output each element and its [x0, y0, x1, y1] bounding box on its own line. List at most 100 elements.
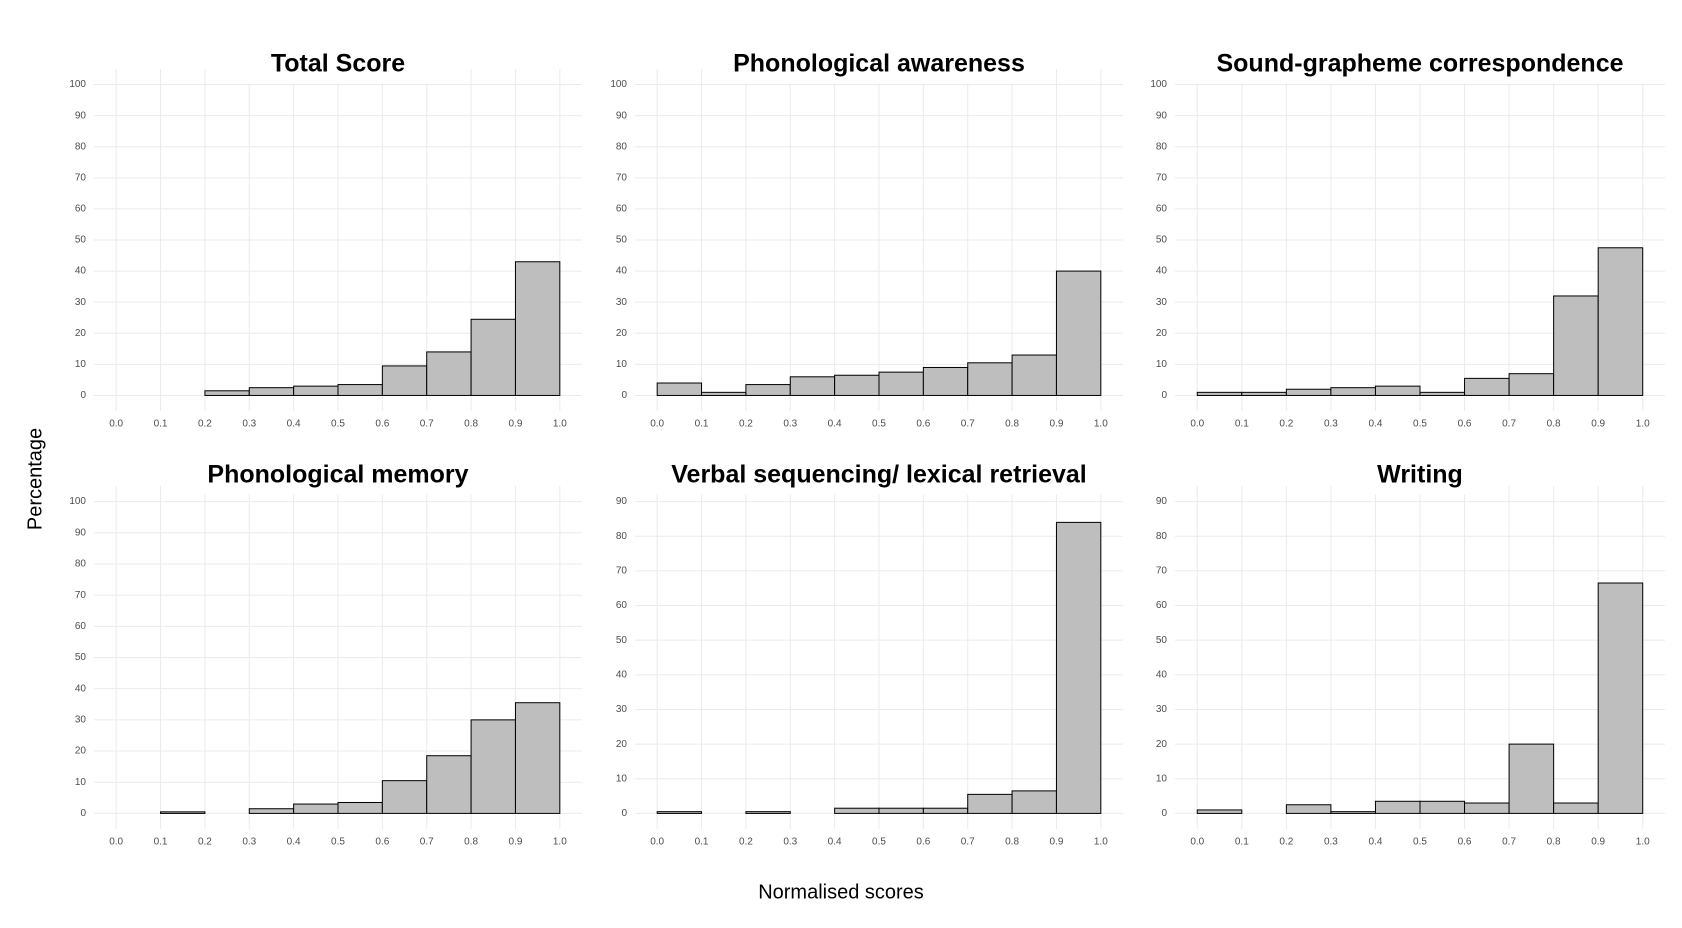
y-tick-label: 80 — [616, 141, 628, 152]
y-tick-label: 90 — [75, 110, 87, 121]
panel: 0 10 20 30 40 50 60 70 80 90 0.0 0.1 0.2 0.3 0.4 0.5 0.6… — [616, 454, 1123, 848]
y-tick-label: 50 — [75, 235, 87, 246]
panel: 0 10 20 30 40 50 60 70 80 90 100 0.0 0.1 0.2 0.3 0.4 0.5… — [1150, 43, 1665, 430]
y-tick-label: 60 — [616, 204, 628, 215]
panel: 0 10 20 30 40 50 60 70 80 90 0.0 0.1 0.2 0.3 0.4 0.5 0.6… — [1156, 454, 1665, 848]
y-tick-label: 100 — [1150, 79, 1167, 90]
y-tick-label: 80 — [75, 559, 87, 570]
x-tick-label: 0.1 — [154, 419, 168, 430]
title-background — [246, 43, 430, 84]
x-tick-label: 1.0 — [553, 837, 567, 848]
panel: 0 10 20 30 40 50 60 70 80 90 100 0.0 0.1 0.2 0.3 0.4 0.5… — [69, 43, 582, 430]
y-tick-label: 0 — [621, 808, 627, 819]
y-tick-label: 20 — [1156, 328, 1168, 339]
y-tick-label: 70 — [616, 172, 628, 183]
x-tick-label: 0.2 — [739, 419, 753, 430]
x-tick-label: 0.7 — [420, 419, 434, 430]
x-tick-label: 0.6 — [1458, 837, 1472, 848]
x-tick-label: 0.5 — [872, 419, 886, 430]
y-tick-label: 10 — [1156, 773, 1168, 784]
panel-title: Sound-grapheme correspondence — [1216, 50, 1623, 78]
x-tick-label: 0.3 — [242, 419, 256, 430]
y-tick-label: 0 — [80, 390, 86, 401]
bar — [470, 318, 516, 396]
bar — [1330, 811, 1376, 814]
x-tick-label: 0.6 — [916, 837, 930, 848]
bar — [967, 793, 1013, 814]
bar — [1011, 354, 1057, 396]
x-tick-label: 0.7 — [1502, 419, 1516, 430]
bar — [1464, 802, 1510, 814]
bar — [1553, 295, 1599, 396]
bar — [381, 780, 428, 814]
x-tick-label: 0.5 — [1413, 419, 1427, 430]
y-tick-label: 0 — [621, 390, 627, 401]
x-tick-label: 0.9 — [509, 837, 523, 848]
y-tick-label: 100 — [69, 496, 86, 507]
x-tick-label: 0.1 — [695, 419, 709, 430]
x-tick-label: 0.1 — [1235, 419, 1249, 430]
x-axis-label: Normalised scores — [758, 881, 924, 903]
bar — [514, 261, 561, 396]
y-tick-label: 100 — [69, 79, 86, 90]
bar — [878, 371, 924, 396]
x-tick-label: 0.0 — [109, 837, 123, 848]
y-tick-label: 70 — [75, 172, 87, 183]
bar — [922, 366, 969, 396]
x-tick-label: 0.3 — [1324, 837, 1338, 848]
y-tick-label: 10 — [616, 359, 628, 370]
bar — [426, 755, 472, 814]
y-tick-label: 100 — [610, 79, 627, 90]
y-tick-label: 30 — [616, 704, 628, 715]
x-tick-label: 0.8 — [464, 837, 478, 848]
bar — [789, 376, 836, 396]
y-tick-label: 40 — [1156, 266, 1168, 277]
x-tick-label: 0.2 — [198, 419, 212, 430]
x-tick-label: 1.0 — [553, 419, 567, 430]
y-tick-label: 10 — [1156, 359, 1168, 370]
x-tick-label: 0.2 — [739, 837, 753, 848]
bar — [922, 807, 969, 814]
bar — [337, 384, 383, 396]
bar — [1241, 391, 1287, 396]
y-tick-label: 90 — [1156, 496, 1168, 507]
bar — [204, 390, 250, 396]
panel: 0 10 20 30 40 50 60 70 80 90 100 0.0 0.1 0.2 0.3 0.4 0.5… — [69, 454, 582, 848]
x-tick-label: 0.8 — [1005, 419, 1019, 430]
y-tick-label: 10 — [75, 777, 87, 788]
bar — [834, 807, 880, 814]
bar — [1055, 521, 1102, 814]
bar — [1055, 270, 1102, 396]
bar — [701, 391, 747, 396]
bar — [1419, 800, 1466, 814]
x-tick-label: 0.9 — [1050, 837, 1064, 848]
bar — [514, 702, 561, 814]
y-tick-label: 30 — [75, 715, 87, 726]
title-background — [1192, 43, 1648, 84]
bar — [1330, 387, 1376, 396]
x-tick-label: 0.1 — [695, 837, 709, 848]
x-tick-label: 0.0 — [650, 837, 664, 848]
y-tick-label: 30 — [1156, 297, 1168, 308]
bar — [1374, 385, 1421, 396]
y-tick-label: 30 — [1156, 704, 1168, 715]
bar — [745, 811, 791, 814]
y-tick-label: 40 — [616, 669, 628, 680]
x-tick-label: 0.4 — [1369, 419, 1383, 430]
y-tick-label: 50 — [1156, 635, 1168, 646]
bar — [878, 807, 924, 814]
y-tick-label: 90 — [616, 496, 628, 507]
x-tick-label: 0.7 — [961, 419, 975, 430]
x-tick-label: 0.0 — [109, 419, 123, 430]
x-tick-label: 0.5 — [331, 837, 345, 848]
title-background — [647, 454, 1111, 495]
x-tick-label: 0.8 — [1547, 419, 1561, 430]
x-tick-label: 0.7 — [420, 837, 434, 848]
x-tick-label: 0.0 — [1190, 419, 1204, 430]
x-tick-label: 0.4 — [828, 837, 842, 848]
bar — [1597, 247, 1644, 396]
y-tick-label: 70 — [1156, 566, 1168, 577]
y-tick-label: 60 — [75, 204, 87, 215]
panel-title: Phonological memory — [207, 461, 468, 489]
bar — [337, 801, 383, 814]
